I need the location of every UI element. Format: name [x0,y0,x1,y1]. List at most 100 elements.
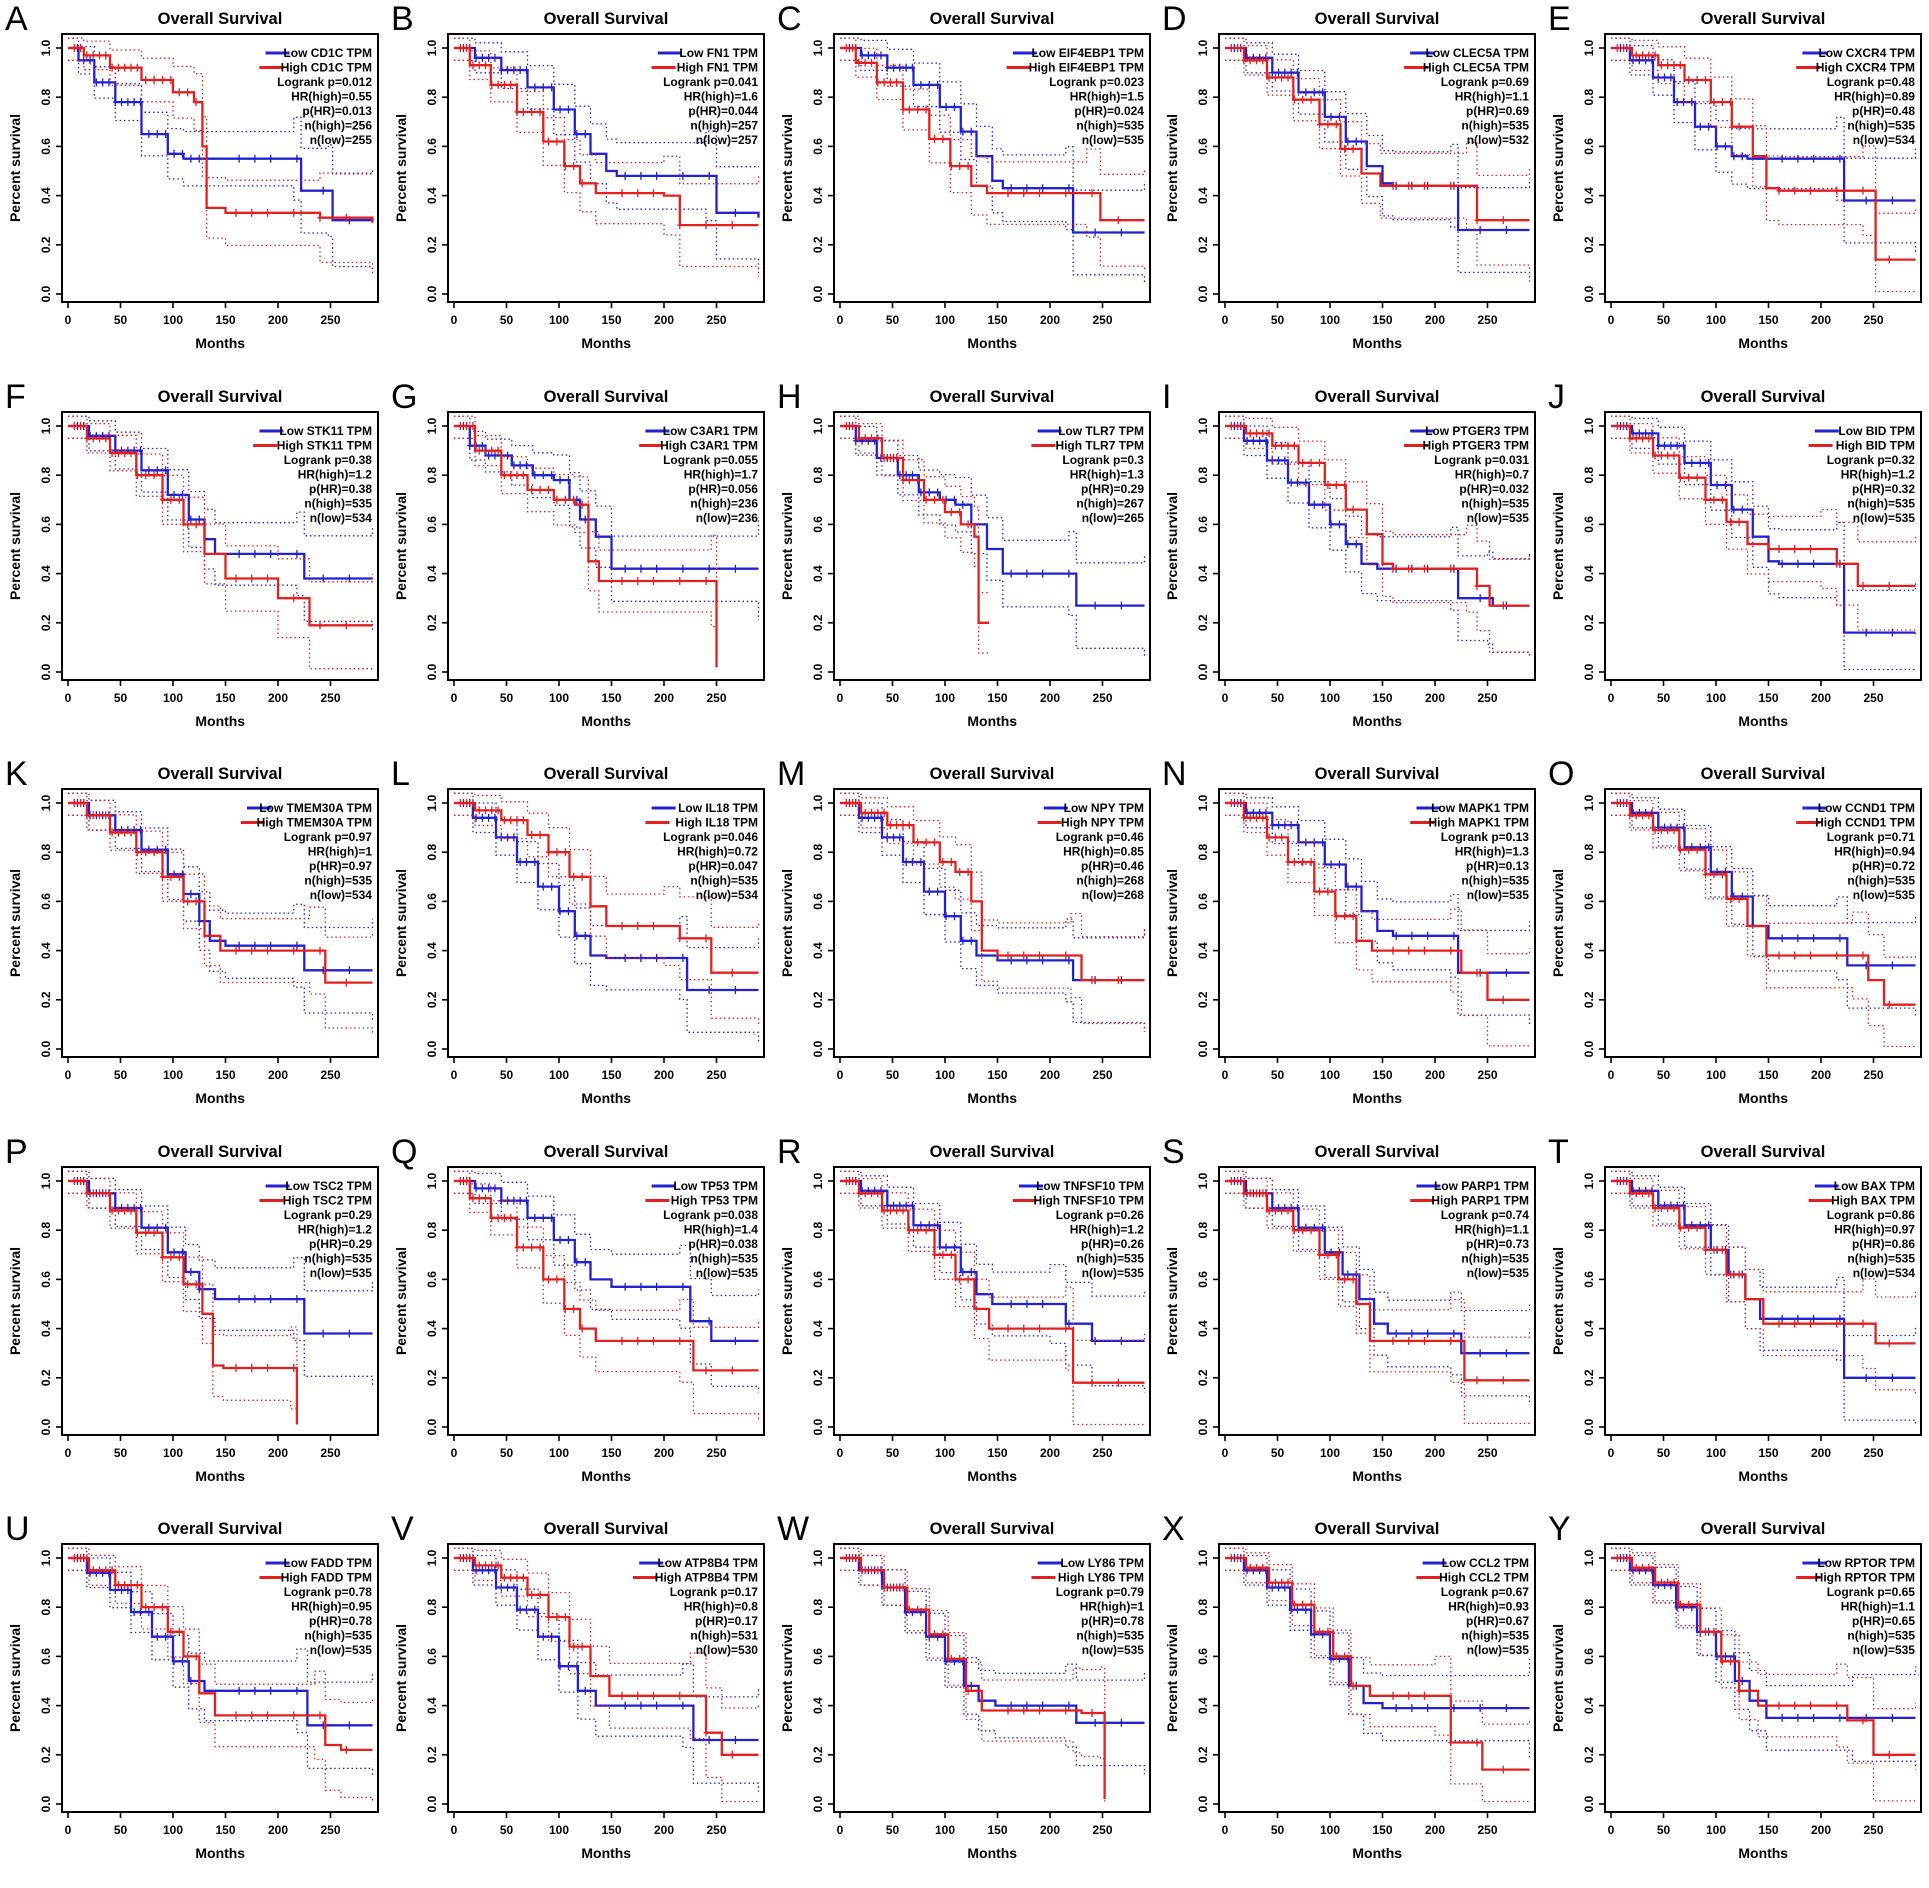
censor-marks-low [1232,799,1510,977]
stat-line: Logrank p=0.78 [284,1585,373,1599]
ci-upper-low [1611,415,1917,591]
y-tick-label: 0.8 [1582,1221,1596,1238]
x-axis-label: Months [967,1090,1017,1106]
stat-line: Logrank p=0.74 [1441,1208,1530,1222]
x-tick-label: 0 [1222,313,1229,327]
legend-label-high: High ATP8B4 TPM [655,1571,758,1585]
stat-line: n(low)=535 [1467,1643,1530,1657]
y-tick-label: 1.0 [39,1172,53,1189]
stats-block: Logrank p=0.69HR(high)=1.1p(HR)=0.69n(hi… [1441,75,1530,147]
x-axis-ticks: 0 50 100 150 200 250 [836,301,1112,327]
stat-line: n(high)=535 [304,1629,372,1643]
x-axis-label: Months [1739,1090,1789,1106]
km-panel-R: R Overall Survival 0.0 0.2 0.4 0.6 0.8 1.0 0 50 10… [772,1133,1158,1511]
y-tick-label: 0.6 [1196,515,1210,532]
x-tick-label: 200 [654,313,674,327]
y-tick-label: 0.6 [811,893,825,910]
y-axis-label: Percent survival [779,869,795,977]
x-tick-label: 200 [1040,691,1060,705]
plot-box [61,410,379,681]
y-tick-label: 0.6 [425,138,439,155]
ci-upper-high [839,1547,1105,1754]
x-tick-label: 150 [215,1068,235,1082]
legend-label-low: Low BAX TPM [1834,1179,1915,1193]
ci-lower-high [839,1192,1145,1425]
y-tick-label: 0.6 [1582,893,1596,910]
x-tick-label: 250 [1478,1068,1498,1082]
y-tick-label: 0.4 [425,187,439,204]
plot-box [1218,32,1537,303]
stat-line: HR(high)=0.94 [1834,845,1915,859]
panel-letter: E [1548,0,1571,38]
km-plot-CD1C: A Overall Survival 0.0 0.2 0.4 0.6 0.8 1.0 0 50 10… [5,0,379,351]
km-curve-high [68,802,373,984]
stat-line: HR(high)=0.93 [1448,1600,1529,1614]
stats-block: Logrank p=0.038HR(high)=1.4p(HR)=0.038n(… [663,1208,758,1280]
y-axis-ticks: 0.0 0.2 0.4 0.6 0.8 1.0 [1196,1550,1220,1813]
y-tick-label: 0.6 [811,515,825,532]
y-axis-label: Percent survival [393,1247,409,1355]
x-tick-label: 200 [1425,1823,1445,1837]
panel-letter: R [777,1133,802,1171]
plot-title: Overall Survival [543,1143,668,1161]
x-tick-label: 250 [1092,691,1112,705]
ci-lower-high [839,437,990,654]
y-tick-label: 1.0 [425,1172,439,1189]
km-plot-FADD: U Overall Survival 0.0 0.2 0.4 0.6 0.8 1.0 0 50 10… [5,1510,379,1861]
x-axis-ticks: 0 50 100 150 200 250 [1222,1434,1498,1460]
y-axis-ticks: 0.0 0.2 0.4 0.6 0.8 1.0 [811,1172,834,1435]
legend-label-low: Low CXCR4 TPM [1819,46,1916,60]
panel-letter: J [1548,378,1565,416]
y-tick-label: 1.0 [1196,417,1210,434]
curves-area [453,415,759,670]
stat-line: p(HR)=0.65 [1852,1614,1915,1628]
y-tick-label: 0.2 [39,991,53,1008]
x-tick-label: 50 [1657,691,1671,705]
y-tick-label: 0.0 [39,285,53,302]
y-tick-label: 0.8 [425,1599,439,1616]
censor-marks-high [1229,421,1507,610]
x-axis-label: Months [1353,713,1403,729]
stat-line: Logrank p=0.32 [1827,453,1916,467]
y-tick-label: 0.0 [39,1041,53,1058]
y-tick-label: 0.8 [811,844,825,861]
y-axis-label: Percent survival [1550,1247,1566,1355]
legend-label-high: High PTGER3 TPM [1423,438,1530,452]
plot-title: Overall Survival [158,10,283,28]
x-tick-label: 200 [1040,1823,1060,1837]
x-axis-label: Months [1353,1468,1403,1484]
x-axis-ticks: 0 50 100 150 200 250 [1608,1057,1884,1082]
x-tick-label: 0 [836,1068,843,1082]
km-plot-EIF4EBP1: C Overall Survival 0.0 0.2 0.4 0.6 0.8 1.0 0 50 10… [777,0,1151,351]
y-tick-label: 0.4 [425,565,439,582]
km-curve-low [1225,424,1530,607]
km-plot-MAPK1: N Overall Survival 0.0 0.2 0.4 0.6 0.8 1.0 0 50 10… [1162,755,1537,1106]
ci-upper-low [453,415,759,537]
x-tick-label: 200 [1811,691,1831,705]
stats-block: Logrank p=0.71HR(high)=0.94p(HR)=0.72n(h… [1827,830,1916,902]
plot-title: Overall Survival [158,1520,283,1538]
km-curve-low [1611,1179,1916,1379]
legend-label-low: Low CCL2 TPM [1442,1556,1529,1570]
km-curve-high [1225,46,1530,222]
legend-label-low: Low BID TPM [1839,424,1916,438]
censor-marks-low [74,43,352,225]
stats-block: Logrank p=0.13HR(high)=1.3p(HR)=0.13n(hi… [1441,830,1530,902]
x-axis-ticks: 0 50 100 150 200 250 [65,301,341,327]
stat-line: HR(high)=1.2 [1069,1222,1144,1236]
legend-label-high: High NPY TPM [1061,816,1144,830]
x-tick-label: 100 [1320,1068,1340,1082]
y-tick-label: 1.0 [1582,795,1596,812]
x-axis-label: Months [195,1090,245,1106]
stats-block: Logrank p=0.012HR(high)=0.55p(HR)=0.013n… [277,75,372,147]
x-tick-label: 200 [1040,1446,1060,1460]
y-tick-label: 1.0 [1196,1550,1210,1567]
stat-line: n(low)=534 [1853,1266,1916,1280]
y-axis-ticks: 0.0 0.2 0.4 0.6 0.8 1.0 [425,1550,448,1813]
x-tick-label: 250 [706,313,726,327]
km-panel-W: W Overall Survival 0.0 0.2 0.4 0.6 0.8 1.0 0 50 10… [772,1510,1158,1888]
ci-lower-low [453,59,759,270]
ci-lower-high [453,814,759,1025]
y-axis-label: Percent survival [1164,1247,1180,1355]
